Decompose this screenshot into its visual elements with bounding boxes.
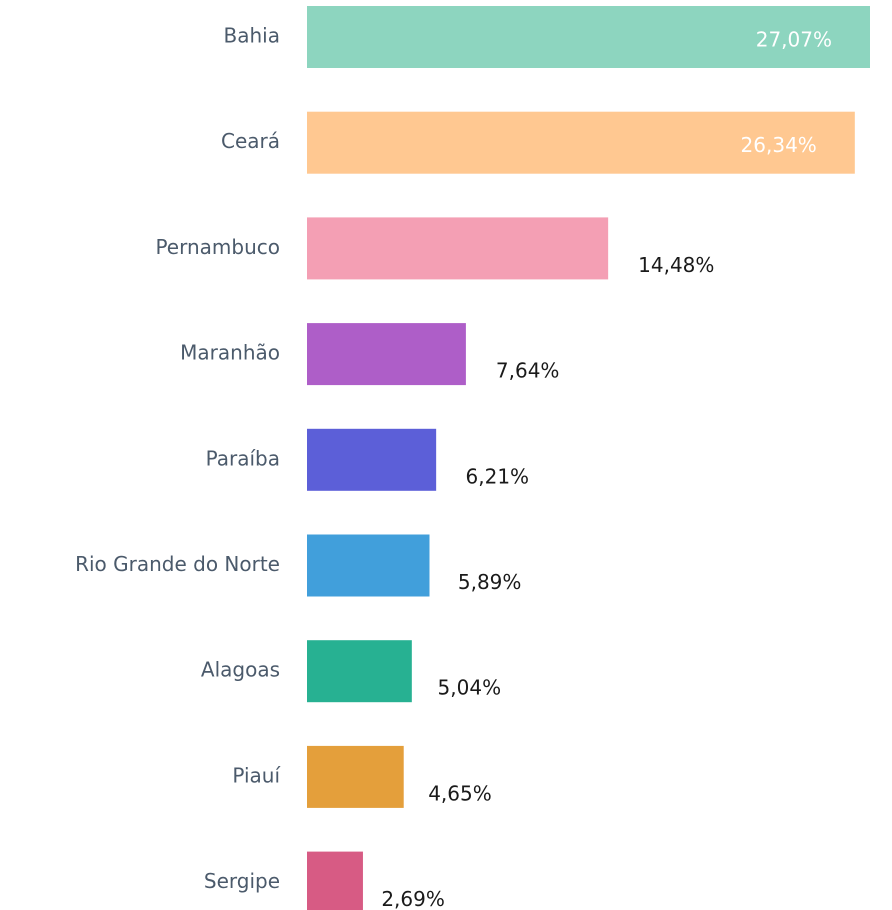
category-label: Bahia xyxy=(224,24,280,48)
value-label: 14,48% xyxy=(638,253,714,277)
category-label: Pernambuco xyxy=(155,235,280,259)
value-label: 5,04% xyxy=(438,676,502,700)
category-label: Rio Grande do Norte xyxy=(75,552,280,576)
bar xyxy=(307,217,609,280)
value-label: 26,34% xyxy=(741,133,817,157)
value-label: 6,21% xyxy=(466,464,530,488)
category-label: Paraíba xyxy=(206,446,280,470)
category-label: Ceará xyxy=(221,129,280,153)
category-label: Piauí xyxy=(232,763,281,787)
bar xyxy=(307,111,855,174)
bar xyxy=(307,745,404,808)
bar xyxy=(307,428,437,491)
bar xyxy=(307,534,430,597)
value-label: 7,64% xyxy=(496,359,560,383)
bar xyxy=(307,323,466,386)
category-label: Alagoas xyxy=(201,658,280,682)
bar xyxy=(307,640,412,703)
bar xyxy=(307,6,870,68)
category-label: Maranhão xyxy=(180,341,280,365)
category-label: Sergipe xyxy=(204,869,280,893)
value-label: 2,69% xyxy=(381,887,445,910)
value-label: 27,07% xyxy=(756,28,832,52)
value-label: 4,65% xyxy=(428,781,492,805)
bar xyxy=(307,851,363,910)
value-label: 5,89% xyxy=(458,570,522,594)
